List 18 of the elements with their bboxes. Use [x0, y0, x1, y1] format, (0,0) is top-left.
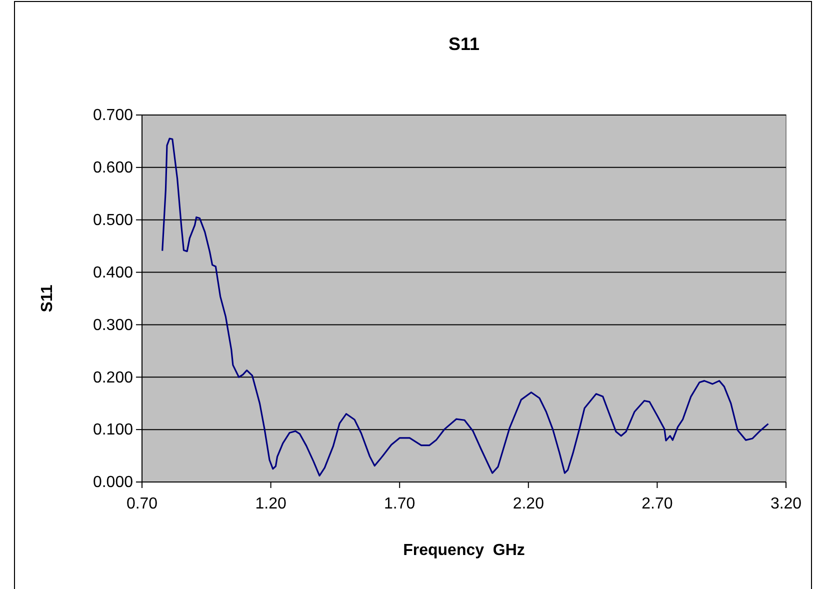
x-tick-label: 0.70	[126, 496, 158, 513]
x-tick-label: 1.20	[255, 496, 286, 513]
x-axis-title: Frequency GHz	[403, 542, 525, 559]
x-tick-label: 3.20	[770, 496, 802, 513]
y-tick-label: 0.500	[92, 212, 134, 229]
y-tick-label: 0.300	[92, 316, 134, 334]
y-tick-label: 0.100	[92, 422, 134, 439]
line-series	[162, 138, 770, 477]
x-tick-label: 2.70	[642, 496, 673, 513]
y-tick-label: 0.400	[92, 264, 134, 282]
chart-title: S11	[448, 34, 480, 54]
y-tick-label: 0.000	[92, 474, 134, 492]
x-tick-label: 1.70	[384, 496, 416, 513]
y-tick-label: 0.200	[92, 369, 134, 386]
x-tick-label: 2.20	[512, 496, 544, 513]
y-tick-label: 0.700	[92, 107, 134, 124]
y-axis-title: S11	[39, 284, 56, 312]
y-tick-label: 0.600	[92, 160, 134, 177]
